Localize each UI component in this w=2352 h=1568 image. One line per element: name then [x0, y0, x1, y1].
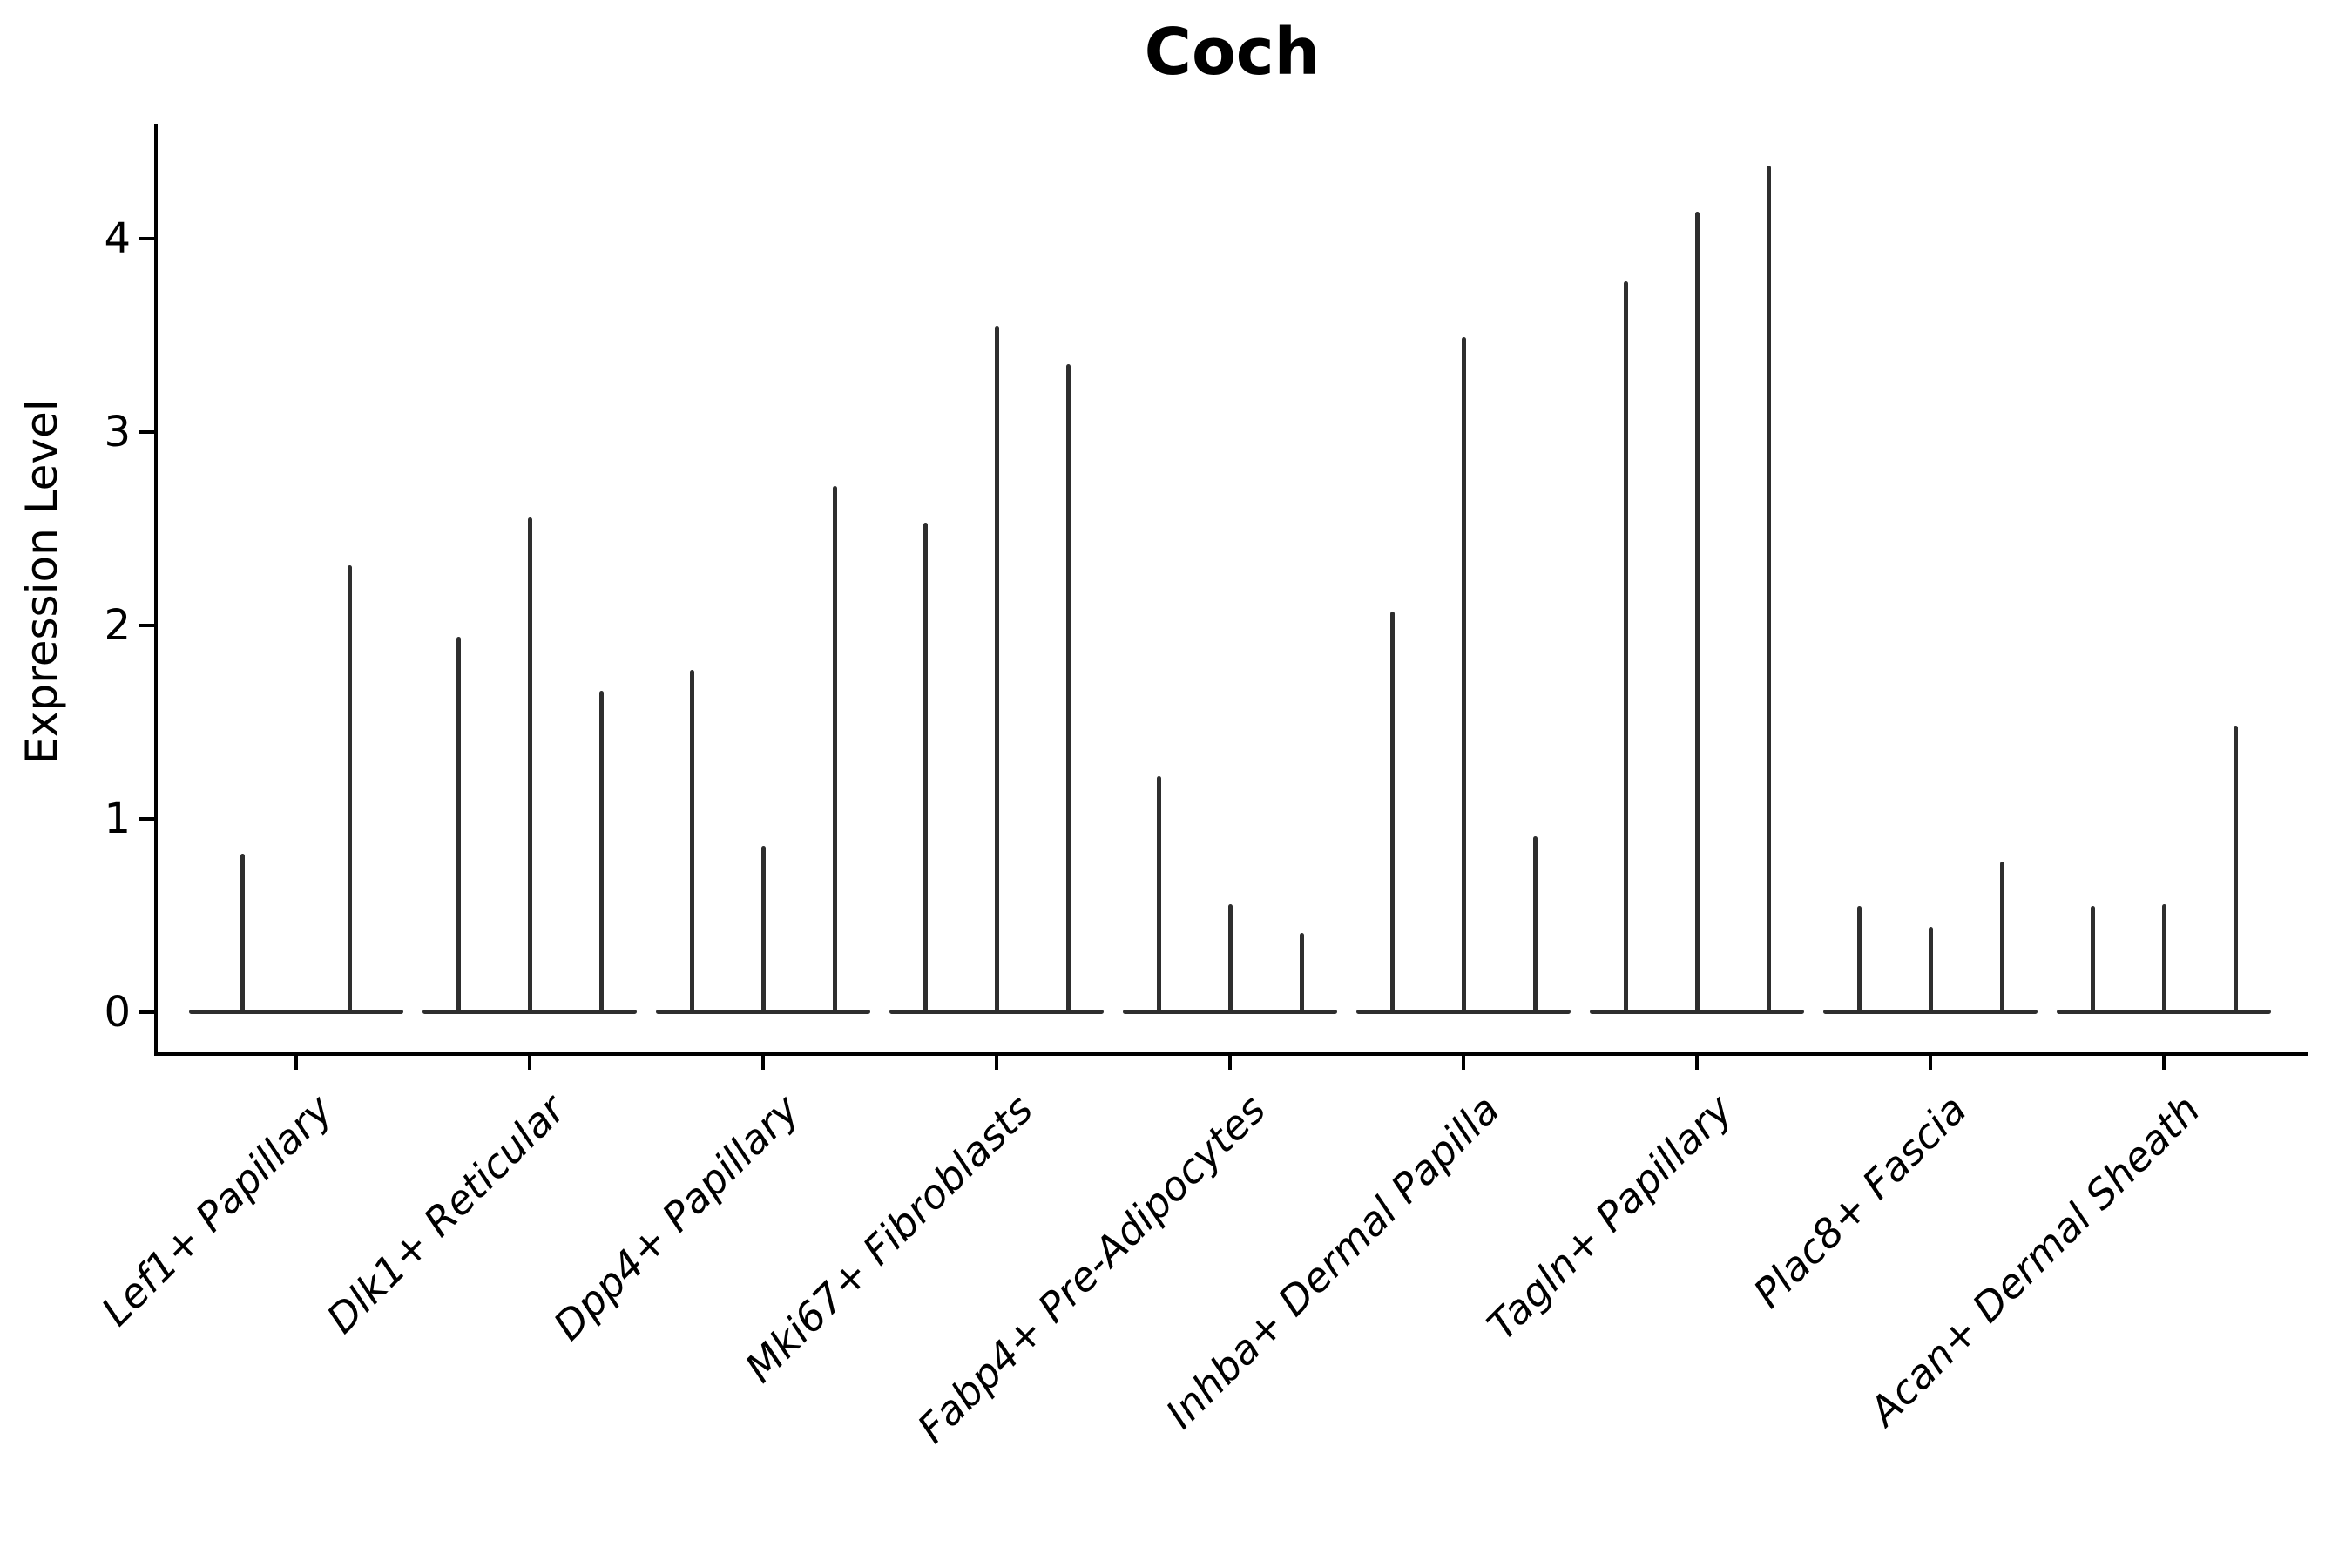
- y-tick-mark: [139, 430, 154, 434]
- violin-spike: [1999, 862, 2004, 1011]
- violin-spike: [832, 486, 837, 1011]
- x-tick-mark: [995, 1056, 998, 1070]
- x-axis-category-label: Lef1+ Papillary: [91, 1085, 341, 1335]
- y-tick-label: 0: [104, 988, 131, 1037]
- y-tick-label: 4: [104, 214, 131, 263]
- x-axis-spine: [154, 1052, 2308, 1056]
- y-axis-label: Expression Level: [17, 399, 67, 765]
- violin-spike: [1694, 212, 1700, 1011]
- violin-body-baseline: [889, 1010, 1104, 1014]
- violin-spike: [760, 846, 766, 1011]
- violin-body-baseline: [189, 1010, 403, 1014]
- y-tick-mark: [139, 624, 154, 627]
- x-axis-category-label: Dlk1+ Reticular: [317, 1085, 575, 1342]
- violin-spike: [1766, 166, 1771, 1011]
- violin-spike: [1856, 906, 1862, 1011]
- violin-spike: [1623, 281, 1628, 1011]
- y-tick-label: 3: [104, 408, 131, 456]
- violin-body-baseline: [1123, 1010, 1337, 1014]
- x-tick-mark: [2162, 1056, 2166, 1070]
- x-axis-category-label: Tagln+ Papillary: [1478, 1085, 1742, 1349]
- y-tick-mark: [139, 237, 154, 240]
- violin-body-baseline: [1823, 1010, 2038, 1014]
- violin-body-baseline: [422, 1010, 637, 1014]
- violin-spike: [527, 517, 532, 1011]
- violin-body-baseline: [1590, 1010, 1804, 1014]
- violin-spike: [598, 691, 604, 1011]
- x-tick-mark: [1228, 1056, 1232, 1070]
- violin-spike: [923, 523, 928, 1011]
- x-tick-mark: [1695, 1056, 1699, 1070]
- violin-body-baseline: [1356, 1010, 1571, 1014]
- y-axis-spine: [154, 124, 158, 1056]
- x-tick-mark: [1462, 1056, 1465, 1070]
- y-tick-label: 1: [104, 794, 131, 843]
- x-axis-category-label: Plac8+ Fascia: [1744, 1085, 1976, 1317]
- violin-spike: [1461, 337, 1466, 1011]
- violin-spike: [2161, 904, 2166, 1011]
- x-tick-mark: [761, 1056, 765, 1070]
- violin-spike: [1065, 364, 1071, 1011]
- violin-spike: [689, 670, 694, 1011]
- violin-spike: [2090, 906, 2095, 1011]
- chart-title: Coch: [1144, 15, 1321, 90]
- x-axis-category-label: Dpp4+ Papillary: [544, 1085, 808, 1349]
- violin-body-baseline: [2057, 1010, 2271, 1014]
- violin-spike: [1299, 933, 1304, 1011]
- violin-spike: [240, 854, 245, 1011]
- y-tick-label: 2: [104, 601, 131, 650]
- violin-spike: [2233, 726, 2238, 1011]
- violin-spike: [456, 637, 461, 1011]
- x-tick-mark: [1929, 1056, 1932, 1070]
- violin-spike: [1389, 612, 1395, 1011]
- y-tick-mark: [139, 817, 154, 821]
- violin-spike: [1928, 927, 1933, 1011]
- violin-spike: [1156, 776, 1161, 1011]
- violin-spike: [994, 326, 999, 1011]
- violin-spike: [1227, 904, 1233, 1011]
- y-tick-mark: [139, 1010, 154, 1014]
- violin-spike: [1532, 836, 1538, 1011]
- x-tick-mark: [528, 1056, 531, 1070]
- violin-spike: [348, 565, 352, 1011]
- violin-body-baseline: [656, 1010, 870, 1014]
- x-tick-mark: [294, 1056, 298, 1070]
